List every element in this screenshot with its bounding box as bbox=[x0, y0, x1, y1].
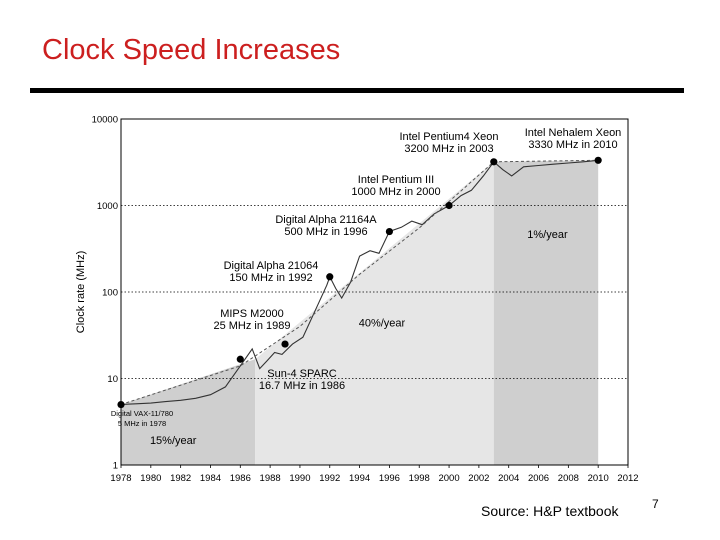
source-note: Source: H&P textbook bbox=[481, 503, 619, 519]
point-label: 16.7 MHz in 1986 bbox=[259, 380, 345, 392]
data-point bbox=[326, 273, 334, 281]
point-label: Digital Alpha 21164A bbox=[275, 214, 377, 226]
data-point bbox=[236, 355, 244, 363]
x-tick-label: 1994 bbox=[349, 473, 370, 484]
region-label: 40%/year bbox=[359, 317, 406, 329]
x-tick-label: 2010 bbox=[588, 473, 609, 484]
y-tick-label: 10 bbox=[107, 374, 118, 385]
data-point bbox=[594, 156, 602, 164]
x-tick-label: 2012 bbox=[617, 473, 638, 484]
point-label: 5 MHz in 1978 bbox=[118, 419, 166, 428]
point-label: 150 MHz in 1992 bbox=[229, 272, 312, 284]
y-axis-label: Clock rate (MHz) bbox=[75, 251, 87, 334]
point-label: Intel Nehalem Xeon bbox=[525, 127, 622, 139]
data-point bbox=[281, 340, 289, 348]
point-label: 25 MHz in 1989 bbox=[213, 320, 290, 332]
x-tick-label: 2000 bbox=[438, 473, 459, 484]
point-label: Intel Pentium4 Xeon bbox=[399, 131, 498, 143]
point-label: MIPS M2000 bbox=[220, 308, 284, 320]
x-tick-label: 1986 bbox=[230, 473, 251, 484]
x-tick-label: 1978 bbox=[110, 473, 131, 484]
point-label: 3200 MHz in 2003 bbox=[404, 143, 493, 155]
region-shading bbox=[493, 160, 599, 465]
region-label: 1%/year bbox=[527, 229, 568, 241]
x-tick-label: 1992 bbox=[319, 473, 340, 484]
point-label: Intel Pentium III bbox=[358, 174, 434, 186]
x-tick-label: 2006 bbox=[528, 473, 549, 484]
point-label: 500 MHz in 1996 bbox=[284, 226, 367, 238]
y-tick-label: 1000 bbox=[97, 201, 118, 212]
point-label: Digital VAX-11/780 bbox=[111, 409, 173, 418]
point-label: 1000 MHz in 2000 bbox=[351, 186, 440, 198]
x-tick-label: 1998 bbox=[409, 473, 430, 484]
data-point bbox=[490, 158, 498, 166]
point-label: Sun-4 SPARC bbox=[267, 368, 337, 380]
x-tick-label: 1984 bbox=[200, 473, 221, 484]
y-tick-label: 1 bbox=[113, 461, 118, 472]
region-shading bbox=[121, 359, 256, 465]
x-tick-label: 2002 bbox=[468, 473, 489, 484]
x-tick-label: 2008 bbox=[558, 473, 579, 484]
data-point bbox=[385, 227, 394, 236]
x-tick-label: 1996 bbox=[379, 473, 400, 484]
y-tick-label: 100 bbox=[102, 288, 118, 299]
x-tick-label: 2004 bbox=[498, 473, 519, 484]
point-label: Digital Alpha 21064 bbox=[224, 260, 319, 272]
title-rule bbox=[30, 88, 684, 93]
region-label: 15%/year bbox=[150, 435, 197, 447]
data-point bbox=[445, 201, 453, 210]
x-tick-label: 1982 bbox=[170, 473, 191, 484]
slide-number: 7 bbox=[652, 497, 659, 511]
x-tick-label: 1990 bbox=[289, 473, 310, 484]
point-label: 3330 MHz in 2010 bbox=[528, 139, 617, 151]
slide-title: Clock Speed Increases bbox=[42, 34, 341, 66]
x-tick-label: 1980 bbox=[140, 473, 161, 484]
plot-frame bbox=[120, 118, 629, 466]
region-shading bbox=[255, 161, 494, 466]
y-tick-label: 10000 bbox=[92, 115, 118, 126]
x-tick-label: 1988 bbox=[260, 473, 281, 484]
data-point bbox=[117, 400, 125, 409]
